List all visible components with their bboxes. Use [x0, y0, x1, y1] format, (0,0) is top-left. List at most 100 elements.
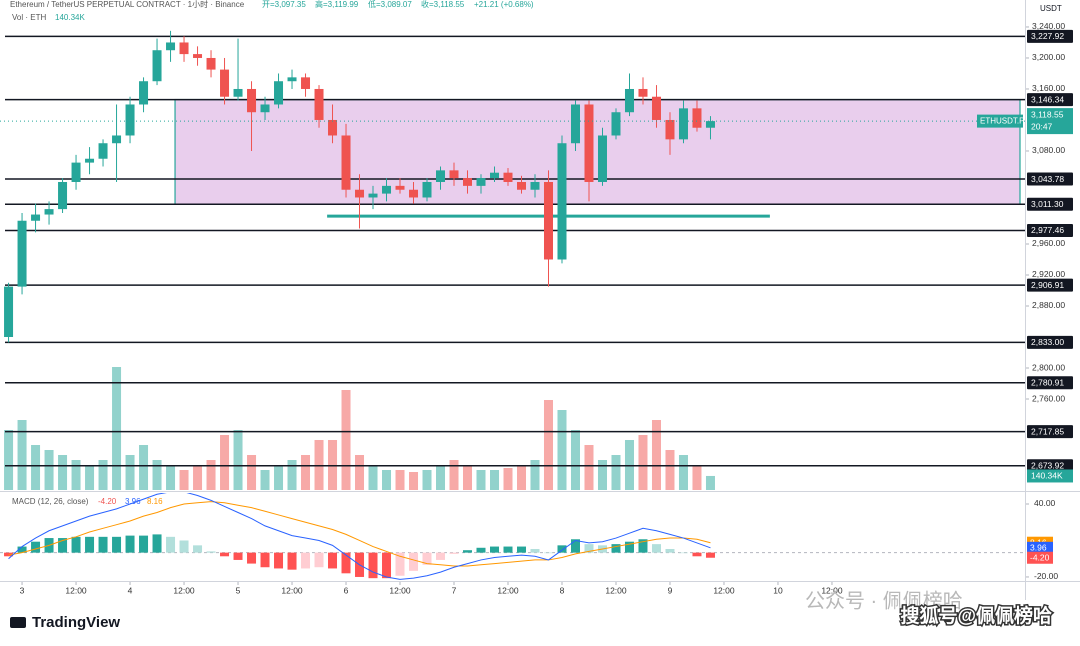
volume-bar — [4, 430, 14, 490]
candle-body — [530, 181, 540, 190]
level-label-box — [1027, 29, 1073, 43]
y-tick-label: 3,160.00 — [1032, 83, 1065, 93]
brand: TradingView — [32, 614, 120, 631]
volume-title: Vol · ETH — [12, 13, 46, 22]
level-label: 3,227.92 — [1031, 31, 1064, 41]
source-watermark: 搜狐号@佩佩榜哈 — [900, 604, 1052, 627]
macd-histogram-bar — [705, 552, 715, 558]
volume-bar — [543, 400, 553, 490]
macd-histogram-bar — [85, 536, 95, 553]
x-tick-label: 12:00 — [65, 585, 87, 595]
macd-histogram-bar — [301, 552, 311, 569]
candle-body — [368, 193, 378, 198]
volume-bar — [597, 460, 607, 490]
candle-body — [166, 42, 176, 51]
level-label-box — [1027, 172, 1073, 186]
macd-histogram-bar — [98, 536, 108, 553]
x-tick-label: 3 — [20, 585, 25, 595]
volume-bar — [368, 465, 378, 490]
macd-histogram-bar — [449, 552, 459, 554]
macd-histogram-bar — [638, 539, 648, 553]
volume-bar — [71, 460, 81, 490]
header: Ethereum / TetherUS PERPETUAL CONTRACT ·… — [10, 0, 534, 506]
level-label: 2,780.91 — [1031, 378, 1064, 388]
currency: USDT — [1040, 4, 1062, 13]
candle-body — [98, 143, 108, 159]
macd-histogram-bar — [503, 546, 513, 553]
candle-body — [206, 57, 216, 70]
macd-histogram-bar — [516, 546, 526, 553]
volume-bar — [382, 470, 392, 490]
candle-body — [31, 214, 41, 221]
level-label-box — [1027, 93, 1073, 107]
candle-body — [584, 104, 594, 182]
volume-bar — [692, 465, 702, 490]
volume-bar — [287, 460, 297, 490]
level-label-box — [1027, 425, 1073, 439]
candle-body — [678, 108, 688, 140]
macd-histogram-bar — [490, 546, 500, 553]
hist-label-box — [1027, 551, 1053, 564]
candle-body — [71, 162, 81, 182]
volume-bar — [570, 430, 580, 490]
y-tick-label: 2,800.00 — [1032, 362, 1065, 372]
macd-histogram-bar — [71, 536, 81, 553]
macd-histogram-bar — [206, 551, 216, 553]
volume-bar — [152, 460, 162, 490]
level-label: 2,977.46 — [1031, 225, 1064, 235]
macd-histogram-bar — [125, 535, 135, 553]
macd-histogram-bar — [611, 544, 621, 553]
volume-bar — [395, 470, 405, 490]
macd-histogram-bar — [152, 534, 162, 553]
header-low: 低=3,089.07 — [368, 0, 412, 9]
macd-tick-label: 40.00 — [1034, 498, 1056, 508]
volume-bar — [98, 460, 108, 490]
y-tick-label: 3,200.00 — [1032, 52, 1065, 62]
macd-tick-label: -20.00 — [1034, 571, 1058, 581]
volume-bar — [112, 367, 122, 490]
candle-body — [17, 220, 27, 287]
y-tick-label: 2,960.00 — [1032, 238, 1065, 248]
candle-body — [260, 104, 270, 113]
volume-bar — [341, 390, 351, 490]
macd-value: 3.96 — [125, 497, 141, 506]
header-high: 高=3,119.99 — [315, 0, 359, 9]
volume-bar — [503, 468, 513, 490]
level-label-box — [1027, 335, 1073, 349]
volume-bar — [206, 460, 216, 490]
volume-bar — [516, 465, 526, 490]
y-tick-label: 2,880.00 — [1032, 300, 1065, 310]
signal-line — [8, 501, 711, 567]
volume-label-box — [1027, 469, 1073, 483]
level-label: 2,717.85 — [1031, 426, 1064, 436]
level-label: 2,673.92 — [1031, 460, 1064, 470]
volume-bar — [233, 430, 243, 490]
candle-body — [287, 77, 297, 82]
range-zone — [174, 98, 1021, 205]
candle-body — [382, 185, 392, 194]
volume-bar — [301, 455, 311, 490]
volume-bar — [17, 420, 27, 490]
macd-hist-value: -4.20 — [98, 497, 117, 506]
volume-bar — [611, 455, 621, 490]
candle-body — [422, 181, 432, 198]
macd-histogram-bar — [436, 552, 446, 560]
x-tick-label: 12:00 — [821, 585, 843, 595]
level-label: 2,833.00 — [1031, 337, 1064, 347]
level-label: 2,906.91 — [1031, 280, 1064, 290]
candle-body — [220, 69, 230, 97]
macd-histogram-bar — [530, 548, 540, 553]
volume-bar — [58, 455, 68, 490]
candle-body — [516, 181, 526, 190]
macd-histogram-bar — [112, 536, 122, 553]
candle-body — [85, 158, 95, 163]
macd-histogram-bar — [368, 552, 378, 579]
volume-bar — [260, 470, 270, 490]
candle-body — [449, 170, 459, 179]
macd-histogram-bar — [476, 547, 486, 553]
macd-histogram-bar — [463, 550, 473, 553]
macd-histogram-bar — [570, 539, 580, 553]
x-tick-label: 12:00 — [281, 585, 303, 595]
volume-bar — [125, 455, 135, 490]
